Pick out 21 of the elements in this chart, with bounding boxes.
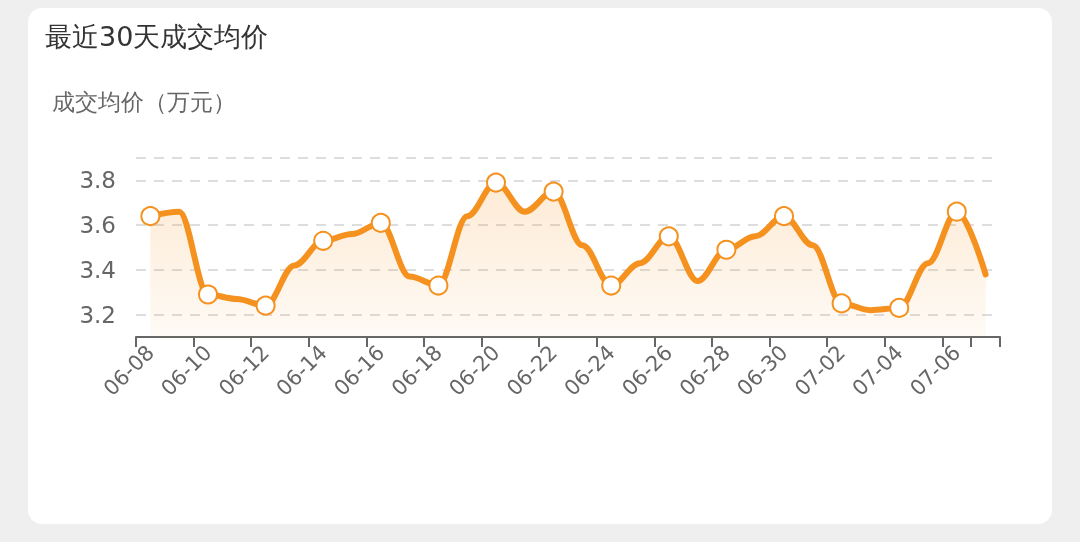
y-tick-label: 3.4 bbox=[79, 256, 116, 283]
point bbox=[198, 284, 218, 305]
y-tick-label: 3.2 bbox=[79, 301, 116, 328]
point bbox=[543, 181, 564, 202]
point bbox=[774, 206, 794, 227]
point bbox=[255, 295, 276, 316]
y-axis-title: 成交均价（万元） bbox=[52, 88, 236, 115]
point bbox=[716, 239, 737, 260]
point bbox=[370, 212, 391, 233]
point bbox=[313, 230, 334, 251]
point bbox=[658, 226, 679, 247]
point bbox=[428, 275, 449, 296]
point bbox=[486, 172, 506, 193]
point bbox=[946, 201, 967, 222]
point bbox=[601, 275, 622, 296]
chart-title: 最近30天成交均价 bbox=[45, 21, 269, 52]
point bbox=[831, 293, 852, 314]
y-tick-label: 3.8 bbox=[79, 167, 116, 194]
point bbox=[140, 206, 161, 227]
point bbox=[889, 297, 910, 318]
y-tick-label: 3.6 bbox=[79, 212, 116, 239]
